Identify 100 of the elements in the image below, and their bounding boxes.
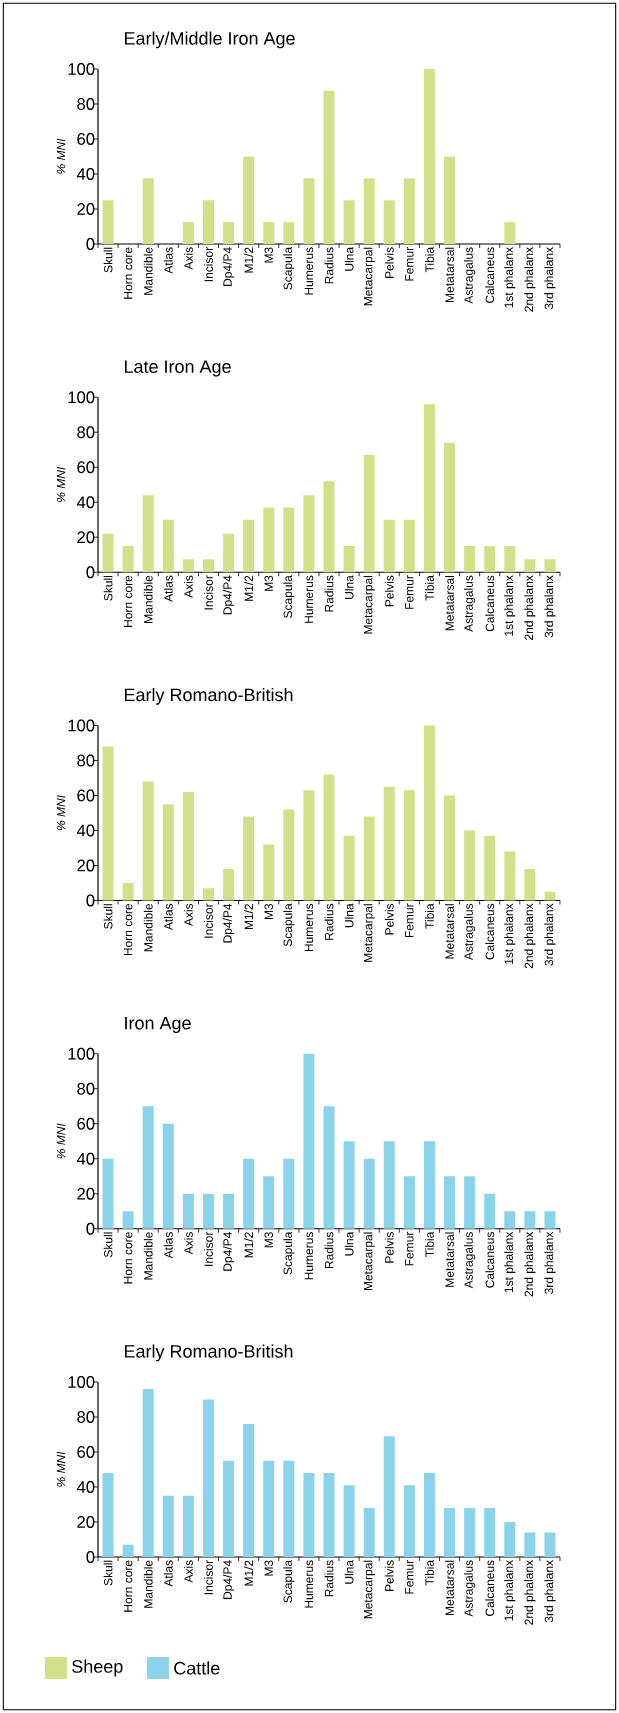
- bar: [383, 519, 395, 573]
- bar: [263, 222, 275, 244]
- x-tick-label: M1/2: [244, 247, 254, 273]
- legend-label: Cattle: [174, 1661, 220, 1675]
- bar: [223, 1193, 235, 1229]
- x-tick-label: Dp4/P4: [222, 1232, 235, 1271]
- bar: [363, 816, 375, 901]
- bar: [223, 868, 235, 901]
- bar: [182, 1193, 194, 1229]
- y-tick-label: 20: [77, 203, 95, 215]
- x-tick-label: Metacarpal: [363, 1560, 375, 1619]
- x-tick-label: Scapula: [283, 575, 295, 618]
- x-tick-label: Radius: [324, 1232, 334, 1269]
- x-tick-label: Mandible: [143, 247, 153, 295]
- y-tick-label: 60: [77, 133, 95, 145]
- bar: [323, 774, 335, 901]
- chart-title: Early Romano-British: [124, 687, 293, 705]
- bar: [182, 1495, 194, 1557]
- x-tick-label: Scapula: [283, 1231, 295, 1275]
- x-tick-label: M3: [264, 247, 273, 263]
- bar: [283, 1460, 295, 1557]
- bar: [142, 178, 154, 244]
- bar: [243, 1423, 255, 1557]
- x-tick-label: M1/2: [244, 904, 254, 930]
- bar: [102, 746, 114, 901]
- x-tick-label: Ulna: [344, 246, 354, 271]
- bar: [343, 1141, 355, 1229]
- x-tick-label: Incisor: [204, 1560, 213, 1595]
- y-tick-label: 20: [77, 859, 95, 872]
- bar: [524, 868, 536, 901]
- bar: [283, 1158, 295, 1229]
- x-tick-label: 1st phalanx: [504, 1231, 516, 1293]
- bar: [202, 559, 214, 573]
- y-axis-title: % MNI: [56, 466, 66, 502]
- chart-title: Early/Middle Iron Age: [124, 31, 295, 49]
- x-tick-label: Mandible: [143, 903, 153, 952]
- bar: [383, 786, 395, 901]
- bar: [484, 545, 496, 573]
- bar: [484, 835, 496, 901]
- bar: [444, 442, 456, 573]
- x-tick-label: Humerus: [304, 247, 314, 295]
- bar: [263, 507, 275, 573]
- x-tick-label: Axis: [183, 247, 193, 270]
- x-tick-label: Astragalus: [464, 903, 476, 961]
- bar: [102, 1472, 114, 1557]
- bar: [202, 1399, 214, 1557]
- x-tick-label: 2nd phalanx: [524, 247, 536, 312]
- bar: [122, 1211, 134, 1229]
- bar: [223, 533, 235, 573]
- x-tick-label: Metacarpal: [363, 1232, 375, 1291]
- x-tick-label: M3: [264, 903, 273, 920]
- x-tick-label: Metatarsal: [445, 247, 454, 302]
- bar: [162, 519, 174, 573]
- x-tick-label: Dp4/P4: [222, 903, 235, 943]
- x-tick-label: Metacarpal: [363, 904, 375, 962]
- x-tick-label: 2nd phalanx: [524, 1231, 536, 1297]
- y-tick-label: 60: [77, 1117, 95, 1130]
- x-tick-label: M1/2: [244, 575, 254, 601]
- x-tick-label: M1/2: [244, 1560, 254, 1586]
- bar: [142, 1388, 154, 1557]
- x-tick-label: Tibia: [425, 903, 434, 929]
- bar: [323, 1472, 335, 1557]
- y-tick-label: 80: [77, 754, 95, 767]
- x-tick-label: Axis: [183, 1232, 193, 1255]
- x-tick-label: M3: [264, 1232, 273, 1248]
- x-tick-label: Humerus: [304, 1232, 314, 1280]
- x-tick-label: Calcaneus: [485, 903, 495, 960]
- y-tick-label: 60: [77, 789, 95, 802]
- chart-title: Early Romano-British: [124, 1344, 293, 1362]
- x-tick-label: Radius: [324, 903, 334, 940]
- x-tick-label: Humerus: [304, 903, 314, 952]
- chart-title: Iron Age: [125, 1016, 191, 1034]
- x-tick-label: Skull: [103, 1232, 113, 1258]
- bar: [142, 1106, 154, 1229]
- legend-label: Sheep: [72, 1659, 123, 1677]
- x-tick-label: Tibia: [425, 1231, 434, 1257]
- bar: [263, 1176, 275, 1229]
- x-tick-label: Astragalus: [464, 1560, 476, 1617]
- x-tick-label: Skull: [103, 575, 113, 601]
- y-tick-label: 20: [77, 1187, 95, 1200]
- x-tick-label: Incisor: [204, 903, 213, 938]
- bar: [303, 1472, 315, 1557]
- x-tick-label: Axis: [183, 575, 193, 598]
- bar: [303, 178, 315, 244]
- bar: [122, 545, 134, 573]
- bar: [243, 519, 255, 573]
- x-tick-label: 1st phalanx: [504, 903, 516, 964]
- bar: [504, 1521, 516, 1557]
- bar: [403, 1176, 415, 1229]
- x-tick-label: Radius: [324, 247, 334, 284]
- y-tick-label: 40: [76, 1481, 95, 1493]
- x-tick-label: Incisor: [204, 247, 213, 282]
- y-tick-label: 60: [77, 461, 95, 474]
- y-tick-label: 0: [86, 1222, 95, 1235]
- x-tick-label: Skull: [103, 247, 113, 273]
- bar: [202, 1193, 214, 1229]
- bar: [343, 200, 355, 244]
- x-tick-label: Horn core: [123, 247, 133, 299]
- bar: [423, 1472, 435, 1557]
- bar: [303, 790, 315, 901]
